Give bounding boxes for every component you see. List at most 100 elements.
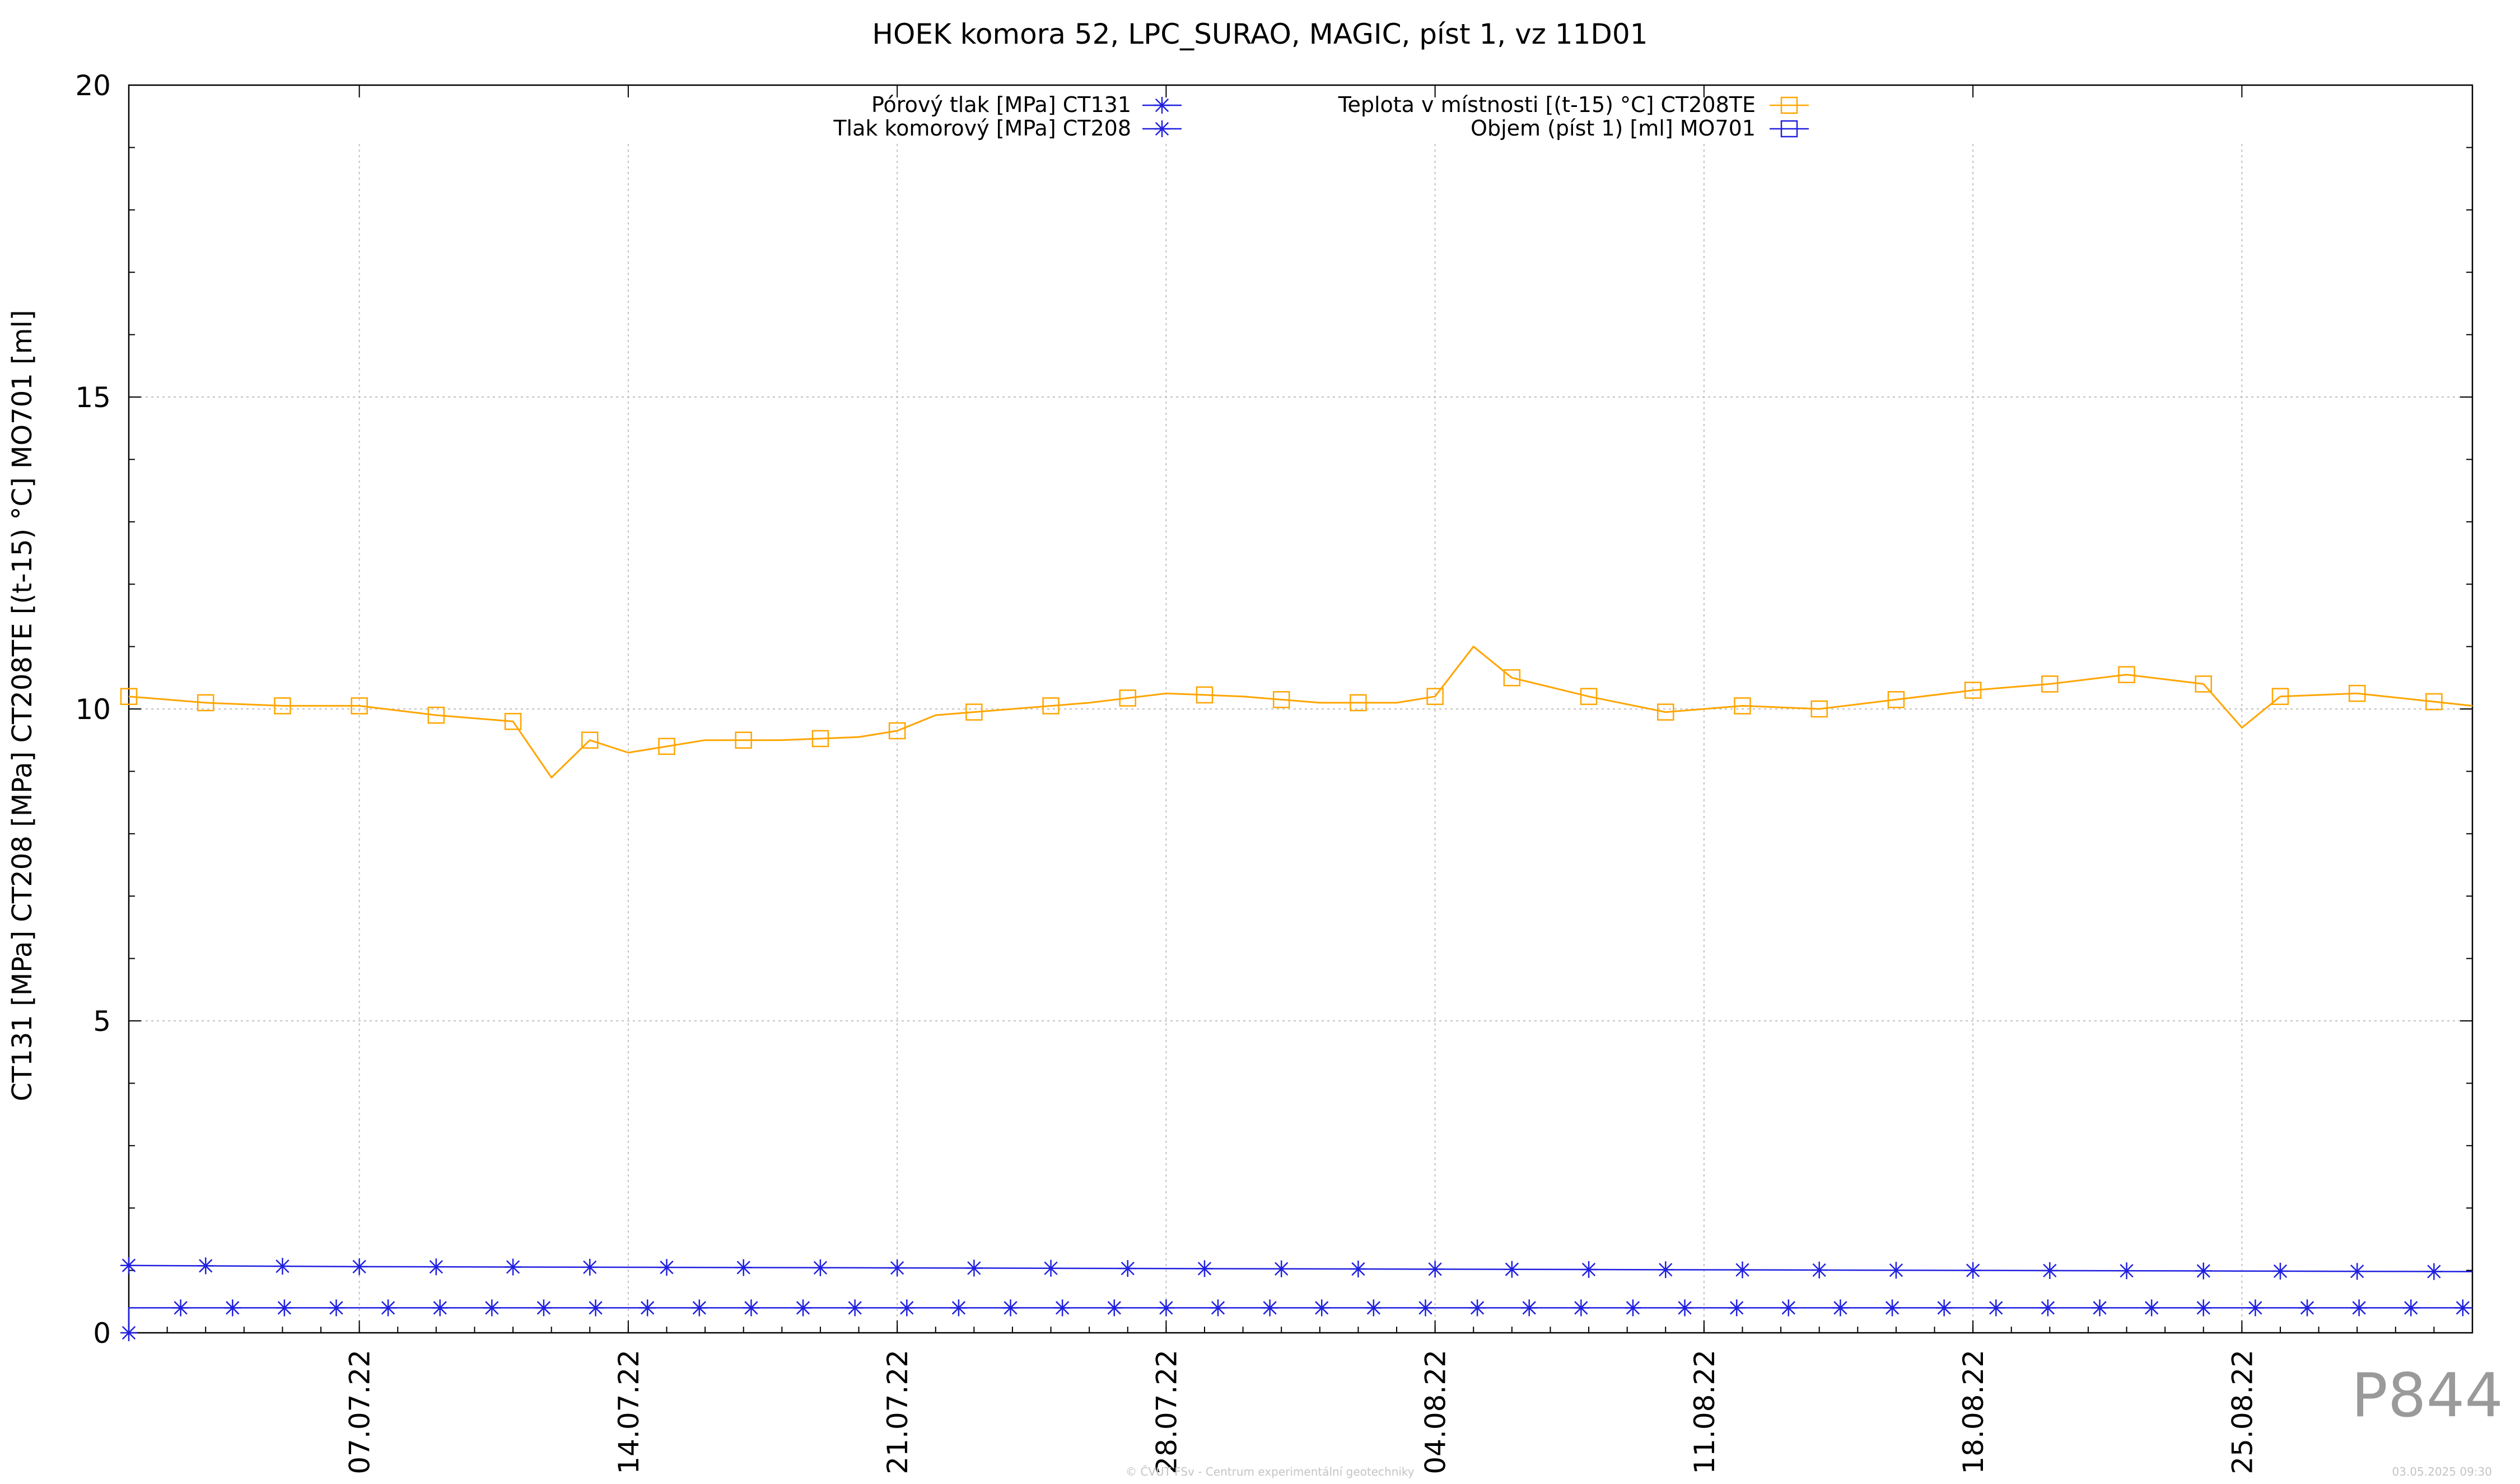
marker-stroke <box>1428 1262 1442 1276</box>
x-tick-label: 28.07.22 <box>1150 1350 1183 1474</box>
marker-stroke <box>1781 1301 1795 1315</box>
marker-stroke <box>506 1260 520 1274</box>
marker-stroke <box>1626 1301 1640 1315</box>
marker-stroke <box>1418 1301 1432 1315</box>
series-marker <box>889 1259 906 1277</box>
series-marker <box>2271 688 2289 705</box>
series-marker <box>2454 1299 2471 1317</box>
legend-entry: Teplota v místnosti [(t-15) °C] CT208TE <box>1338 92 1809 117</box>
series-marker <box>197 694 214 712</box>
series-marker <box>2247 1299 2264 1317</box>
marker-stroke <box>1315 1301 1329 1315</box>
marker-stroke <box>2120 1264 2134 1278</box>
marker-stroke <box>692 1301 706 1315</box>
marker-stroke <box>1730 1301 1744 1315</box>
series-marker <box>1572 1299 1590 1317</box>
series-marker <box>2091 1299 2108 1317</box>
series-marker <box>1350 1261 1367 1278</box>
series-marker <box>1426 688 1444 705</box>
series-marker <box>1196 686 1214 704</box>
marker-stroke <box>329 1301 343 1315</box>
marker-stroke <box>583 1260 597 1275</box>
series-marker <box>172 1299 189 1317</box>
legend-label: Pórový tlak [MPa] CT131 <box>871 92 1131 117</box>
marker-stroke <box>1966 1263 1980 1277</box>
marker-stroke <box>2300 1301 2314 1315</box>
series-marker <box>898 1299 916 1317</box>
marker-stroke <box>1275 1262 1289 1276</box>
series-marker <box>1887 691 1905 708</box>
grid-lines <box>129 144 2472 1333</box>
marker-stroke <box>2456 1301 2470 1315</box>
series-marker <box>795 1299 812 1317</box>
marker-stroke <box>744 1301 758 1315</box>
y-tick-label: 10 <box>75 693 111 726</box>
series-marker <box>197 1257 214 1275</box>
series-marker <box>658 738 675 755</box>
marker-stroke <box>589 1301 603 1315</box>
series-marker <box>1676 1299 1693 1317</box>
series-marker <box>2041 1262 2059 1279</box>
marker-stroke <box>1197 1262 1212 1276</box>
x-tick-label: 14.07.22 <box>613 1350 645 1474</box>
series-marker <box>965 1259 983 1277</box>
series-marker <box>2118 1262 2135 1280</box>
series-marker <box>1313 1299 1331 1317</box>
chart-title: HOEK komora 52, LPC_SURAO, MAGIC, píst 1… <box>872 18 1648 50</box>
series-marker <box>587 1299 604 1317</box>
series-marker <box>1810 1261 1828 1278</box>
series-marker <box>1987 1299 2005 1317</box>
series-marker <box>811 730 829 748</box>
marker-stroke <box>1989 1301 2003 1315</box>
series-marker <box>735 1259 752 1276</box>
series-marker <box>535 1299 552 1317</box>
series-marker <box>1964 682 1982 699</box>
series-marker <box>276 1299 293 1317</box>
marker-stroke <box>1885 1301 1900 1315</box>
legend-label: Tlak komorový [MPa] CT208 <box>833 116 1131 141</box>
marker-stroke <box>1735 1263 1749 1277</box>
legend-marker <box>1154 97 1170 114</box>
marker-stroke <box>1121 1261 1135 1276</box>
marker-stroke <box>277 1301 291 1315</box>
series-marker <box>1158 1299 1175 1317</box>
series-marker <box>1728 1299 1746 1317</box>
x-tick-label: 07.07.22 <box>344 1350 376 1474</box>
series-marker <box>224 1299 241 1317</box>
marker-stroke <box>1678 1301 1692 1315</box>
marker-stroke <box>848 1301 862 1315</box>
series-marker <box>1426 1261 1444 1278</box>
plot-frame <box>128 84 2474 1334</box>
series-marker <box>743 1299 760 1317</box>
marker-stroke <box>2248 1301 2262 1315</box>
marker-stroke <box>890 1261 904 1275</box>
marker-stroke <box>1263 1301 1277 1315</box>
marker-stroke <box>1044 1261 1058 1275</box>
marker-stroke <box>2404 1301 2418 1315</box>
series-marker <box>2271 1262 2289 1280</box>
marker-stroke <box>1659 1263 1673 1277</box>
marker-stroke <box>381 1301 395 1315</box>
legend-entry: Objem (píst 1) [ml] MO701 <box>1471 116 1809 141</box>
series-marker <box>1365 1299 1382 1317</box>
series-marker <box>1810 700 1828 718</box>
series-marker <box>1196 1260 1213 1277</box>
series-marker <box>2195 1262 2212 1280</box>
series-marker <box>328 1299 345 1317</box>
marker-stroke <box>900 1301 914 1315</box>
marker-stroke <box>1470 1301 1485 1315</box>
series-marker <box>965 703 983 721</box>
series-marker <box>2425 693 2443 711</box>
marker-stroke <box>2043 1263 2057 1278</box>
marker-stroke <box>122 1326 136 1340</box>
series-marker <box>1580 1261 1598 1278</box>
series-marker <box>1657 703 1674 721</box>
series-marker <box>1119 1260 1136 1277</box>
marker-stroke <box>736 1261 750 1275</box>
series-marker <box>846 1299 864 1317</box>
marker-stroke <box>2093 1301 2107 1315</box>
series-marker <box>120 1257 137 1274</box>
marker-stroke <box>1812 1263 1826 1277</box>
series-marker <box>581 1258 599 1276</box>
y-tick-label: 20 <box>75 69 111 102</box>
